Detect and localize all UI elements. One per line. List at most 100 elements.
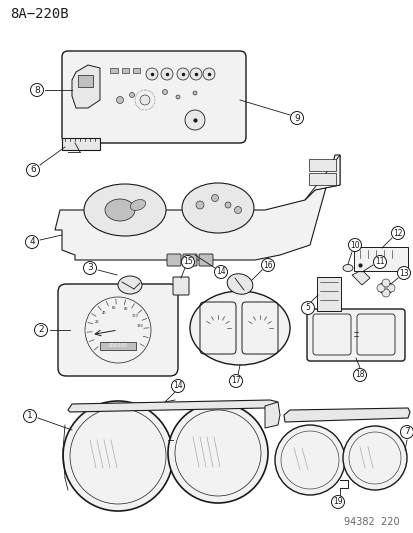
Circle shape — [211, 195, 218, 201]
Text: 6: 6 — [30, 166, 36, 174]
Polygon shape — [55, 155, 339, 260]
FancyBboxPatch shape — [122, 68, 129, 73]
Circle shape — [342, 426, 406, 490]
Text: 2: 2 — [38, 326, 44, 335]
Text: 40: 40 — [101, 311, 106, 315]
Text: 5: 5 — [305, 303, 310, 312]
Text: 8: 8 — [34, 85, 40, 94]
Circle shape — [31, 84, 43, 96]
Text: 11: 11 — [374, 257, 384, 266]
Polygon shape — [304, 155, 339, 200]
Circle shape — [146, 68, 158, 80]
Circle shape — [399, 425, 413, 439]
Circle shape — [195, 201, 204, 209]
Circle shape — [181, 255, 194, 269]
Circle shape — [381, 279, 389, 287]
Circle shape — [116, 96, 123, 103]
Circle shape — [376, 284, 384, 292]
FancyBboxPatch shape — [100, 342, 136, 350]
Circle shape — [190, 68, 202, 80]
FancyBboxPatch shape — [110, 68, 118, 73]
Ellipse shape — [105, 199, 135, 221]
Text: 100: 100 — [131, 314, 138, 318]
FancyBboxPatch shape — [166, 254, 180, 266]
Text: 14: 14 — [216, 268, 225, 277]
Text: 60: 60 — [112, 306, 116, 310]
FancyBboxPatch shape — [199, 254, 212, 266]
Circle shape — [290, 111, 303, 125]
Circle shape — [185, 110, 204, 130]
Text: 94382  220: 94382 220 — [344, 517, 399, 527]
Polygon shape — [351, 270, 369, 285]
Circle shape — [34, 324, 47, 336]
Polygon shape — [264, 402, 279, 428]
Circle shape — [177, 68, 189, 80]
Circle shape — [129, 93, 134, 98]
FancyBboxPatch shape — [316, 277, 340, 311]
FancyBboxPatch shape — [306, 309, 404, 361]
FancyBboxPatch shape — [173, 277, 189, 295]
FancyBboxPatch shape — [308, 173, 335, 185]
Ellipse shape — [182, 183, 254, 233]
Circle shape — [192, 91, 197, 95]
Circle shape — [162, 90, 167, 94]
Ellipse shape — [378, 282, 392, 294]
Text: 16: 16 — [263, 261, 272, 270]
Text: 13: 13 — [398, 269, 408, 278]
Circle shape — [396, 266, 410, 279]
Circle shape — [214, 265, 227, 279]
FancyBboxPatch shape — [78, 75, 93, 87]
Circle shape — [63, 401, 173, 511]
FancyBboxPatch shape — [308, 159, 335, 171]
Circle shape — [386, 284, 394, 292]
FancyBboxPatch shape — [62, 138, 100, 150]
Circle shape — [274, 425, 344, 495]
Text: 12: 12 — [392, 229, 402, 238]
Circle shape — [373, 255, 386, 269]
Circle shape — [83, 262, 96, 274]
FancyBboxPatch shape — [133, 68, 140, 73]
Text: 000000: 000000 — [108, 343, 127, 349]
Circle shape — [24, 409, 36, 423]
Circle shape — [229, 375, 242, 387]
Text: 4: 4 — [29, 238, 35, 246]
Circle shape — [331, 496, 344, 508]
Circle shape — [224, 202, 230, 208]
Ellipse shape — [84, 184, 166, 236]
Ellipse shape — [342, 264, 352, 271]
Text: 120: 120 — [136, 324, 143, 328]
FancyBboxPatch shape — [58, 284, 178, 376]
Circle shape — [140, 95, 150, 105]
Circle shape — [234, 206, 241, 214]
Text: 20: 20 — [95, 320, 100, 325]
Text: 19: 19 — [332, 497, 342, 506]
Text: 3: 3 — [87, 263, 93, 272]
Text: 1: 1 — [27, 411, 33, 421]
Ellipse shape — [227, 274, 252, 294]
Circle shape — [176, 95, 180, 99]
FancyBboxPatch shape — [62, 51, 245, 143]
Text: 18: 18 — [354, 370, 364, 379]
FancyBboxPatch shape — [353, 247, 407, 271]
Circle shape — [381, 289, 389, 297]
Circle shape — [391, 227, 404, 239]
Text: 7: 7 — [403, 427, 409, 437]
Circle shape — [161, 68, 173, 80]
Circle shape — [261, 259, 274, 271]
Ellipse shape — [130, 199, 145, 211]
Ellipse shape — [118, 276, 142, 294]
Circle shape — [168, 403, 267, 503]
Ellipse shape — [190, 291, 289, 365]
Text: 10: 10 — [349, 240, 359, 249]
Text: 8A−220B: 8A−220B — [10, 7, 69, 21]
Text: 80: 80 — [123, 308, 128, 311]
Polygon shape — [283, 408, 409, 422]
Circle shape — [171, 379, 184, 392]
Circle shape — [301, 302, 314, 314]
Circle shape — [202, 68, 214, 80]
Circle shape — [26, 164, 39, 176]
Polygon shape — [68, 400, 277, 412]
Circle shape — [348, 238, 361, 252]
Polygon shape — [72, 65, 100, 108]
Circle shape — [353, 368, 366, 382]
